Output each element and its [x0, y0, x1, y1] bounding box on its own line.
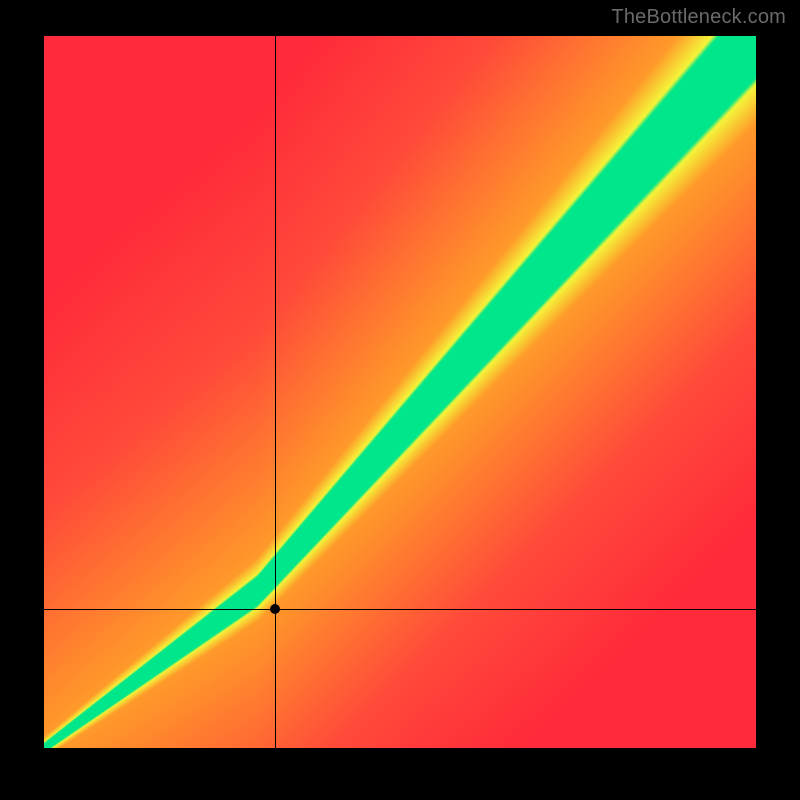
- crosshair-horizontal: [44, 609, 756, 610]
- watermark-text: TheBottleneck.com: [611, 6, 786, 29]
- crosshair-vertical: [275, 36, 276, 748]
- heatmap-plot: [44, 36, 756, 748]
- chart-container: TheBottleneck.com: [0, 0, 800, 800]
- crosshair-marker: [270, 604, 280, 614]
- heatmap-canvas: [44, 36, 756, 748]
